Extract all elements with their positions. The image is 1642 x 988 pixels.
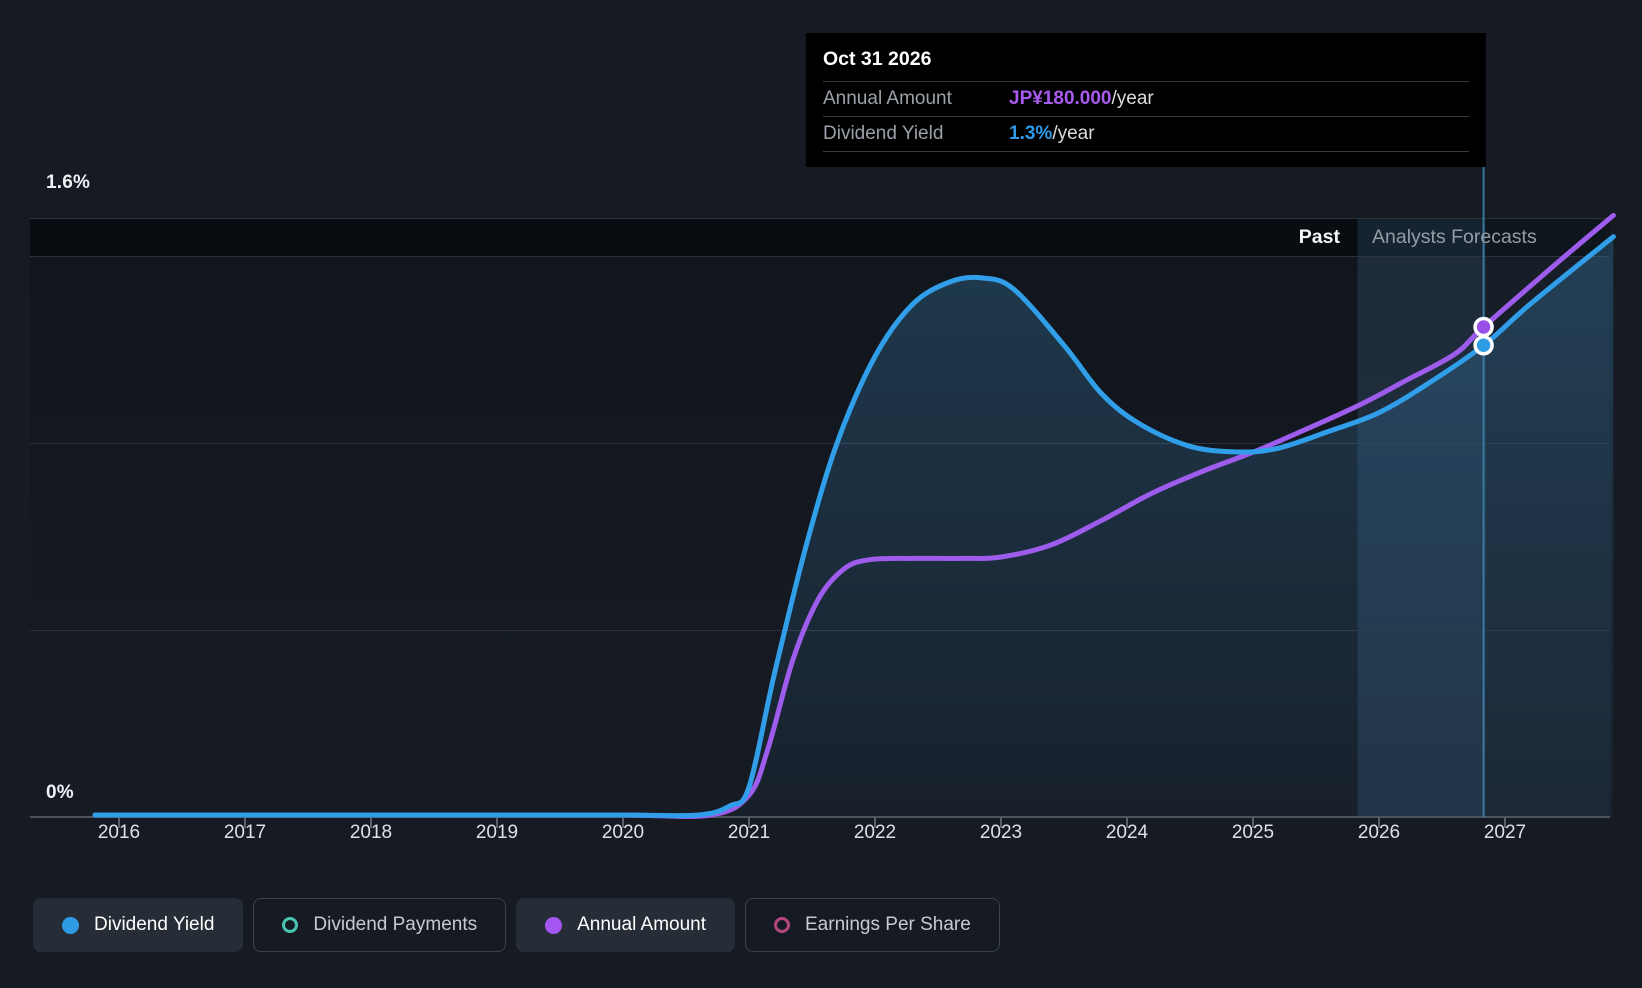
tooltip-dividend-yield-suffix: /year (1052, 123, 1095, 144)
annual-amount-marker[interactable] (1473, 316, 1494, 338)
legend-button-annual-amount[interactable]: Annual Amount (516, 898, 735, 952)
tooltip-annual-amount-suffix: /year (1111, 88, 1154, 109)
x-axis-label-2025: 2025 (1231, 822, 1275, 843)
legend-label: Dividend Payments (313, 914, 478, 935)
legend-label: Dividend Yield (94, 914, 215, 935)
x-axis-label-2026: 2026 (1357, 822, 1401, 843)
y-axis-max-label: 1.6% (46, 172, 91, 193)
tooltip-row-dividend-yield: Dividend Yield 1.3% /year (823, 117, 1469, 152)
x-axis-label-2027: 2027 (1483, 822, 1527, 843)
tooltip-annual-amount-value: JP¥180.000 (1009, 88, 1112, 109)
legend-label: Earnings Per Share (805, 914, 971, 935)
x-axis-label-2018: 2018 (349, 822, 393, 843)
legend-dot-icon (545, 916, 563, 934)
analysts-forecasts-label: Analysts Forecasts (1372, 226, 1537, 248)
legend: Dividend Yield Dividend Payments Annual Am… (33, 898, 1000, 952)
tooltip-dividend-yield-label: Dividend Yield (823, 123, 944, 144)
x-axis-ticks (118, 818, 1506, 828)
past-label: Past (1298, 226, 1340, 248)
dividend-yield-area (95, 236, 1614, 817)
dividend-yield-line[interactable] (92, 234, 1616, 819)
x-axis-label-2022: 2022 (853, 822, 897, 843)
x-axis-label-2024: 2024 (1105, 822, 1149, 843)
legend-label: Annual Amount (577, 914, 706, 935)
x-axis-label-2023: 2023 (979, 822, 1023, 843)
tooltip-dividend-yield-value: 1.3% (1009, 123, 1053, 144)
legend-button-dividend-yield[interactable]: Dividend Yield (33, 898, 244, 952)
legend-button-dividend-payments[interactable]: Dividend Payments (253, 898, 507, 952)
tooltip-date: Oct 31 2026 (823, 33, 1469, 82)
legend-dot-icon (62, 916, 79, 934)
legend-button-earnings-per-share[interactable]: Earnings Per Share (745, 898, 1000, 952)
dividend-yield-marker[interactable] (1473, 335, 1494, 356)
chart-tooltip: Oct 31 2026 Annual Amount JP¥180.000 /ye… (806, 33, 1486, 167)
x-axis-label-2019: 2019 (475, 822, 519, 843)
x-axis-label-2016: 2016 (97, 822, 141, 843)
x-axis-label-2020: 2020 (601, 822, 645, 843)
tooltip-row-annual-amount: Annual Amount JP¥180.000 /year (823, 82, 1469, 117)
tooltip-annual-amount-label: Annual Amount (823, 88, 952, 109)
y-axis-zero-label: 0% (46, 782, 74, 803)
legend-ring-icon (774, 917, 790, 933)
x-axis-label-2021: 2021 (727, 822, 771, 843)
x-axis-label-2017: 2017 (223, 822, 267, 843)
period-header-strip (30, 219, 1610, 257)
legend-ring-icon (282, 917, 299, 933)
